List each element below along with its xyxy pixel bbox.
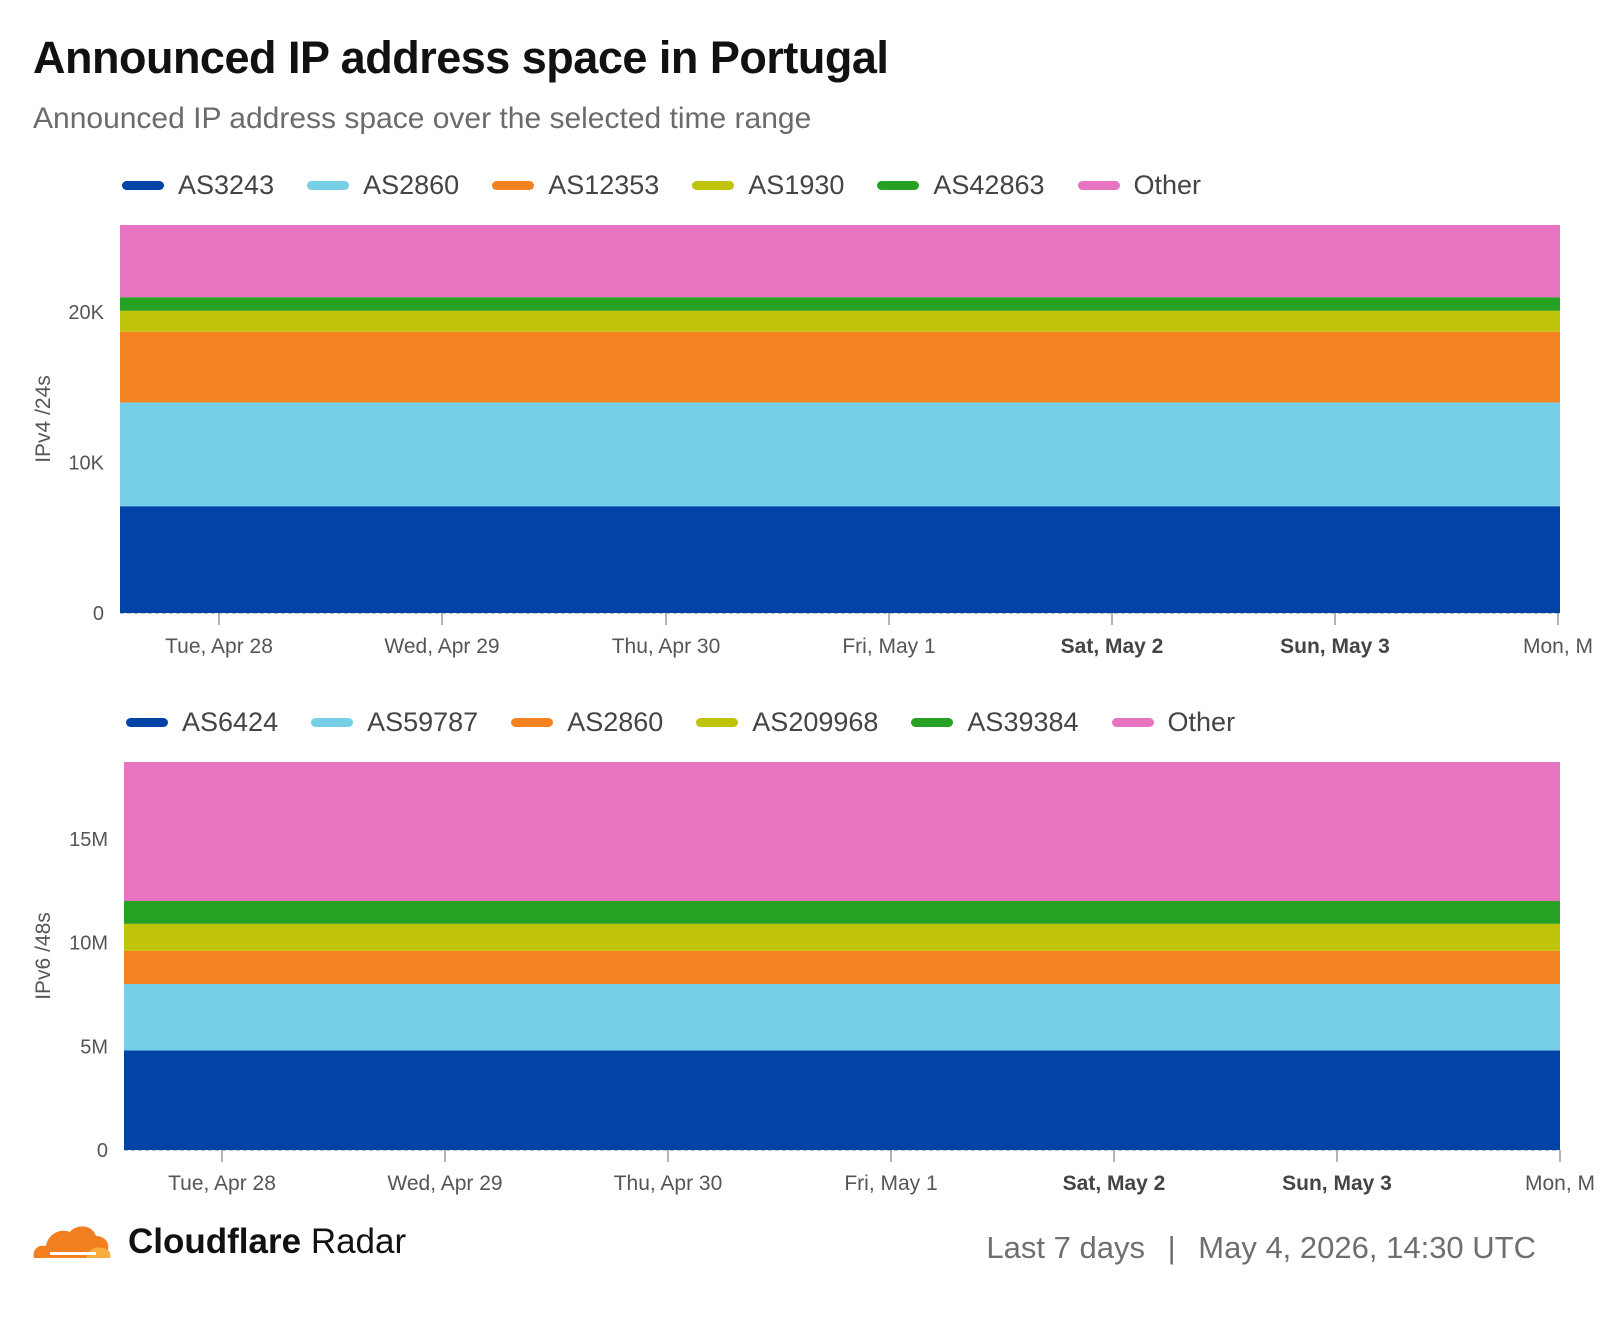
area-band-other[interactable] bbox=[124, 762, 1560, 902]
legend-swatch bbox=[307, 181, 350, 190]
brand-bold: Cloudflare bbox=[128, 1222, 302, 1261]
legend-label: AS209968 bbox=[752, 707, 879, 737]
legend-swatch bbox=[696, 718, 739, 727]
page-title: Announced IP address space in Portugal bbox=[33, 32, 889, 83]
x-tick-label: Wed, Apr 29 bbox=[384, 635, 499, 658]
legend-swatch bbox=[122, 181, 164, 190]
legend-label: AS59787 bbox=[367, 707, 479, 737]
area-band-as12353[interactable] bbox=[120, 331, 1560, 403]
legend-item-other[interactable]: Other bbox=[1111, 707, 1236, 738]
footer-meta: Last 7 days | May 4, 2026, 14:30 UTC bbox=[986, 1230, 1536, 1266]
legend-label: AS42863 bbox=[933, 170, 1045, 200]
area-band-as6424[interactable] bbox=[124, 1050, 1560, 1150]
legend-swatch bbox=[511, 718, 554, 727]
legend-swatch bbox=[1077, 181, 1120, 190]
y-tick-label: 20K bbox=[68, 302, 104, 324]
legend-item-as2860[interactable]: AS2860 bbox=[307, 170, 459, 201]
legend-item-as2860[interactable]: AS2860 bbox=[511, 707, 663, 738]
time-range-label: Last 7 days bbox=[986, 1230, 1145, 1265]
area-band-as39384[interactable] bbox=[124, 901, 1560, 924]
x-tick-label: Mon, M bbox=[1523, 635, 1593, 658]
legend-swatch bbox=[911, 718, 954, 727]
legend-item-as3243[interactable]: AS3243 bbox=[122, 170, 274, 201]
ipv6-legend: AS6424 AS59787 AS2860 AS209968 AS39384 O… bbox=[126, 707, 1268, 738]
legend-item-as59787[interactable]: AS59787 bbox=[311, 707, 478, 738]
x-tick-label: Sun, May 3 bbox=[1280, 635, 1390, 658]
legend-label: AS12353 bbox=[548, 170, 660, 200]
y-axis-title: IPv6 /48s bbox=[32, 912, 55, 1000]
legend-label: AS2860 bbox=[363, 170, 460, 200]
x-tick-label: Thu, Apr 30 bbox=[614, 1172, 723, 1195]
x-tick-label: Sat, May 2 bbox=[1061, 635, 1164, 658]
legend-label: AS3243 bbox=[178, 170, 275, 200]
legend-label: Other bbox=[1167, 707, 1236, 737]
area-band-as1930[interactable] bbox=[120, 310, 1560, 332]
y-axis-title: IPv4 /24s bbox=[32, 375, 55, 463]
area-band-as59787[interactable] bbox=[124, 984, 1560, 1051]
x-tick-label: Mon, M bbox=[1525, 1172, 1595, 1195]
y-tick-label: 0 bbox=[93, 603, 104, 625]
area-band-as209968[interactable] bbox=[124, 923, 1560, 951]
cloudflare-radar-logo[interactable]: Cloudflare Radar bbox=[30, 1222, 406, 1262]
area-band-other[interactable] bbox=[120, 225, 1560, 298]
y-tick-label: 5M bbox=[80, 1036, 108, 1058]
legend-item-other[interactable]: Other bbox=[1077, 170, 1202, 201]
legend-swatch bbox=[126, 718, 168, 727]
x-tick-label: Fri, May 1 bbox=[842, 635, 935, 658]
legend-label: AS39384 bbox=[967, 707, 1079, 737]
x-tick-label: Tue, Apr 28 bbox=[168, 1172, 276, 1195]
y-tick-label: 10K bbox=[68, 453, 104, 475]
x-tick-label: Tue, Apr 28 bbox=[165, 635, 273, 658]
ipv4-stacked-area-chart[interactable]: 0 10K 20K IPv4 /24s Tue, Apr 28 Wed, Apr 29 Th… bbox=[0, 215, 1600, 665]
legend-item-as6424[interactable]: AS6424 bbox=[126, 707, 278, 738]
y-tick-label: 10M bbox=[69, 933, 108, 955]
x-tick-label: Thu, Apr 30 bbox=[612, 635, 721, 658]
area-band-as42863[interactable] bbox=[120, 297, 1560, 311]
area-band-as3243[interactable] bbox=[120, 506, 1560, 613]
footer-separator: | bbox=[1167, 1230, 1176, 1265]
x-tick-label: Wed, Apr 29 bbox=[387, 1172, 502, 1195]
legend-swatch bbox=[492, 181, 535, 190]
x-tick-label: Sun, May 3 bbox=[1282, 1172, 1392, 1195]
timestamp: May 4, 2026, 14:30 UTC bbox=[1198, 1230, 1536, 1265]
legend-swatch bbox=[311, 718, 354, 727]
page-subtitle: Announced IP address space over the sele… bbox=[33, 102, 812, 135]
legend-item-as39384[interactable]: AS39384 bbox=[911, 707, 1079, 738]
x-tick-label: Sat, May 2 bbox=[1063, 1172, 1166, 1195]
legend-label: AS2860 bbox=[567, 707, 664, 737]
brand-name: Cloudflare Radar bbox=[128, 1222, 406, 1262]
legend-label: AS6424 bbox=[182, 707, 279, 737]
legend-item-as42863[interactable]: AS42863 bbox=[877, 170, 1045, 201]
brand-light: Radar bbox=[310, 1222, 407, 1261]
legend-item-as209968[interactable]: AS209968 bbox=[696, 707, 878, 738]
ipv6-stacked-area-chart[interactable]: 0 5M 10M 15M IPv6 /48s Tue, Apr 28 Wed, Apr 29… bbox=[0, 752, 1600, 1202]
legend-item-as12353[interactable]: AS12353 bbox=[492, 170, 659, 201]
legend-swatch bbox=[1111, 718, 1154, 727]
area-band-as2860[interactable] bbox=[124, 950, 1560, 985]
area-band-as2860[interactable] bbox=[120, 402, 1560, 507]
legend-label: AS1930 bbox=[748, 170, 845, 200]
legend-item-as1930[interactable]: AS1930 bbox=[692, 170, 844, 201]
y-tick-label: 15M bbox=[69, 829, 108, 851]
cloudflare-cloud-icon bbox=[33, 1226, 111, 1258]
x-tick-label: Fri, May 1 bbox=[844, 1172, 937, 1195]
legend-label: Other bbox=[1133, 170, 1202, 200]
y-tick-label: 0 bbox=[97, 1140, 108, 1162]
legend-swatch bbox=[877, 181, 920, 190]
legend-swatch bbox=[692, 181, 735, 190]
ipv4-legend: AS3243 AS2860 AS12353 AS1930 AS42863 Oth… bbox=[122, 170, 1234, 201]
